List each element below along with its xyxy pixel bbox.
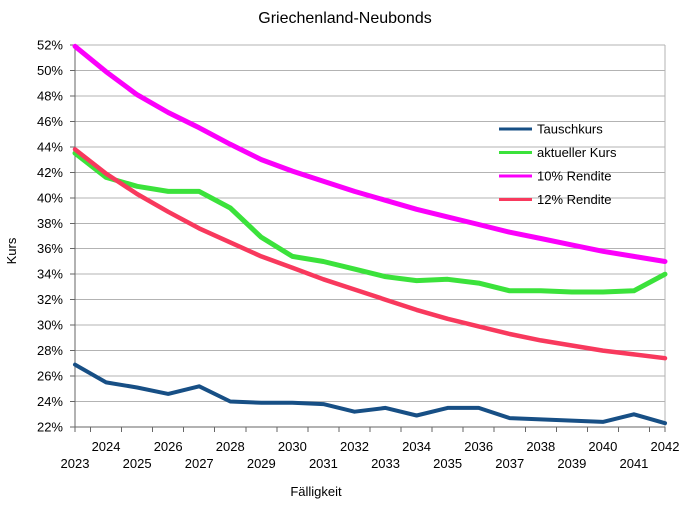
legend-label-tauschkurs: Tauschkurs	[537, 122, 603, 137]
x-tick-label: 2037	[495, 456, 524, 471]
series-line-10-rendite	[72, 43, 668, 264]
legend-item-aktueller-kurs: aktueller Kurs	[499, 145, 617, 160]
y-tick-label: 50%	[37, 63, 63, 78]
x-tick-label: 2032	[340, 439, 369, 454]
series-line-12-rendite	[72, 147, 668, 361]
x-tick-label: 2025	[123, 456, 152, 471]
y-tick-label: 40%	[37, 190, 63, 205]
y-tick-label: 44%	[37, 139, 63, 154]
x-tick-label: 2030	[278, 439, 307, 454]
x-tick-label: 2038	[526, 439, 555, 454]
y-tick-label: 26%	[37, 369, 63, 384]
legend: Tauschkurs aktueller Kurs 10% Rendite 12% R…	[499, 122, 617, 207]
x-tick-label: 2033	[371, 456, 400, 471]
series-line-aktueller-kurs	[72, 150, 668, 295]
y-tick-label: 42%	[37, 165, 63, 180]
series-line-tauschkurs	[73, 362, 667, 426]
x-tick-label: 2040	[588, 439, 617, 454]
x-tick-label: 2042	[651, 439, 680, 454]
x-tick-label: 2029	[247, 456, 276, 471]
y-tick-label: 24%	[37, 394, 63, 409]
plot-area: 22% 24% 26% 28% 30% 32% 34% 36% 38% 40% 42% 44% 46% 4…	[37, 38, 679, 472]
y-tick-label: 34%	[37, 267, 63, 282]
legend-item-10-rendite: 10% Rendite	[499, 169, 611, 184]
x-tick-label: 2039	[557, 456, 586, 471]
x-tick-label: 2023	[61, 456, 90, 471]
x-tick-label: 2026	[154, 439, 183, 454]
chart-title: Griechenland-Neubonds	[258, 10, 431, 27]
y-tick-label: 52%	[37, 38, 63, 53]
legend-item-tauschkurs: Tauschkurs	[499, 122, 603, 137]
x-tick-label: 2036	[464, 439, 493, 454]
x-tick-label: 2028	[216, 439, 245, 454]
y-tick-label: 32%	[37, 292, 63, 307]
x-axis-title: Fälligkeit	[290, 484, 342, 499]
y-tick-label: 28%	[37, 343, 63, 358]
x-tick-label: 2024	[92, 439, 121, 454]
x-tick-label: 2041	[619, 456, 648, 471]
y-axis-title: Kurs	[4, 237, 19, 264]
legend-label-12-rendite: 12% Rendite	[537, 192, 611, 207]
legend-label-10-rendite: 10% Rendite	[537, 169, 611, 184]
y-tick-label: 48%	[37, 88, 63, 103]
x-tick-label: 2027	[185, 456, 214, 471]
y-tick-label: 46%	[37, 114, 63, 129]
legend-item-12-rendite: 12% Rendite	[499, 192, 611, 207]
y-tick-label: 38%	[37, 216, 63, 231]
x-tick-label: 2031	[309, 456, 338, 471]
y-tick-label: 36%	[37, 241, 63, 256]
x-tick-label: 2034	[402, 439, 431, 454]
y-tick-label: 30%	[37, 318, 63, 333]
series-lines	[72, 43, 668, 426]
x-tick-label: 2035	[433, 456, 462, 471]
y-tick-label: 22%	[37, 420, 63, 435]
legend-label-aktueller-kurs: aktueller Kurs	[537, 145, 617, 160]
